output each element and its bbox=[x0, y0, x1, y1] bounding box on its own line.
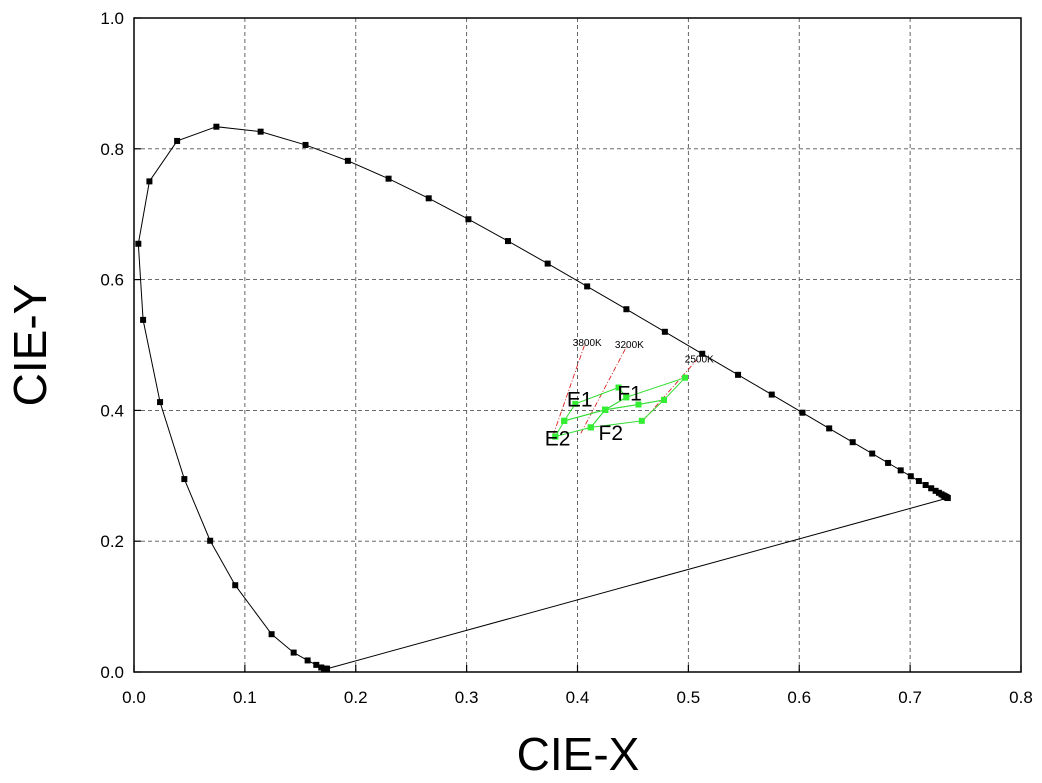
locus-point bbox=[768, 391, 775, 398]
locus-point bbox=[425, 195, 432, 202]
locus-point bbox=[290, 649, 297, 656]
locus-point bbox=[915, 478, 922, 485]
y-tick-label: 0.0 bbox=[100, 663, 124, 682]
locus-point bbox=[932, 487, 939, 494]
locus-point bbox=[826, 425, 833, 432]
region-point bbox=[638, 417, 645, 424]
region-point bbox=[635, 401, 642, 408]
locus-point bbox=[869, 450, 876, 457]
locus-point bbox=[257, 128, 264, 135]
grid bbox=[134, 18, 1021, 672]
region-label: E2 bbox=[545, 428, 571, 451]
locus-point bbox=[146, 178, 153, 185]
locus-point bbox=[928, 485, 935, 492]
x-tick-label: 0.8 bbox=[1009, 688, 1033, 707]
x-axis-title: CIE-X bbox=[517, 728, 640, 780]
locus-point bbox=[318, 664, 325, 671]
x-tick-label: 0.3 bbox=[455, 688, 479, 707]
locus-point bbox=[885, 459, 892, 466]
x-tick-label: 0.6 bbox=[787, 688, 811, 707]
locus-point bbox=[907, 473, 914, 480]
cct-line bbox=[580, 344, 628, 434]
locus-point bbox=[735, 371, 742, 378]
region-point bbox=[587, 424, 594, 431]
x-tick-label: 0.2 bbox=[344, 688, 368, 707]
locus-point bbox=[661, 328, 668, 335]
cct-label: 3200K bbox=[615, 340, 644, 351]
locus-point bbox=[181, 476, 188, 483]
locus-point bbox=[944, 495, 951, 502]
x-tick-label: 0.4 bbox=[566, 688, 590, 707]
region-point bbox=[552, 433, 559, 440]
locus-point bbox=[174, 137, 181, 144]
locus-point bbox=[504, 238, 511, 245]
region-label: F1 bbox=[617, 383, 642, 406]
locus-point bbox=[584, 283, 591, 290]
region-point bbox=[682, 374, 689, 381]
locus-point bbox=[302, 141, 309, 148]
cct-label: 3800K bbox=[573, 338, 602, 349]
locus-point bbox=[135, 240, 142, 247]
spectral-locus bbox=[135, 123, 951, 672]
locus-point bbox=[268, 631, 275, 638]
y-tick-label: 1.0 bbox=[100, 9, 124, 28]
locus-point bbox=[232, 582, 239, 589]
locus-point bbox=[140, 316, 147, 323]
x-axis-ticks: 0.0 0.1 0.2 0.3 0.4 0.5 0.6 0.7 0.8 bbox=[122, 665, 1033, 707]
x-tick-label: 0.0 bbox=[122, 688, 146, 707]
region-point bbox=[623, 394, 630, 401]
region-point bbox=[572, 400, 579, 407]
locus-point bbox=[313, 661, 320, 668]
region-label: E1 bbox=[567, 388, 593, 411]
locus-point bbox=[544, 260, 551, 267]
locus-point bbox=[849, 439, 856, 446]
y-tick-label: 0.2 bbox=[100, 532, 124, 551]
x-tick-label: 0.7 bbox=[898, 688, 922, 707]
y-tick-label: 0.4 bbox=[100, 401, 124, 420]
locus-point bbox=[344, 157, 351, 164]
locus-point bbox=[213, 123, 220, 130]
locus-point bbox=[897, 467, 904, 474]
locus-point bbox=[699, 350, 706, 357]
y-axis-title: CIE-Y bbox=[4, 284, 56, 407]
purple-line bbox=[326, 497, 948, 670]
locus-point bbox=[799, 409, 806, 416]
locus-point bbox=[623, 306, 630, 313]
spectral-locus-line bbox=[137, 126, 949, 670]
locus-point bbox=[465, 216, 472, 223]
y-axis-ticks: 0.0 0.2 0.4 0.6 0.8 1.0 bbox=[100, 9, 141, 682]
locus-point bbox=[922, 482, 929, 489]
color-regions: E1 E2 F1 F2 bbox=[545, 374, 689, 451]
y-tick-label: 0.6 bbox=[100, 271, 124, 290]
locus-point bbox=[157, 399, 164, 406]
region-point bbox=[602, 406, 609, 413]
locus-point bbox=[385, 175, 392, 182]
region-label: F2 bbox=[599, 422, 624, 445]
locus-point bbox=[207, 537, 214, 544]
region-point bbox=[660, 396, 667, 403]
region-point bbox=[561, 417, 568, 424]
cct-line bbox=[552, 342, 586, 436]
cct-label: 2500K bbox=[685, 354, 714, 365]
region-point bbox=[615, 384, 622, 391]
x-tick-label: 0.1 bbox=[233, 688, 257, 707]
y-tick-label: 0.8 bbox=[100, 140, 124, 159]
x-tick-label: 0.5 bbox=[677, 688, 701, 707]
locus-point bbox=[304, 657, 311, 664]
